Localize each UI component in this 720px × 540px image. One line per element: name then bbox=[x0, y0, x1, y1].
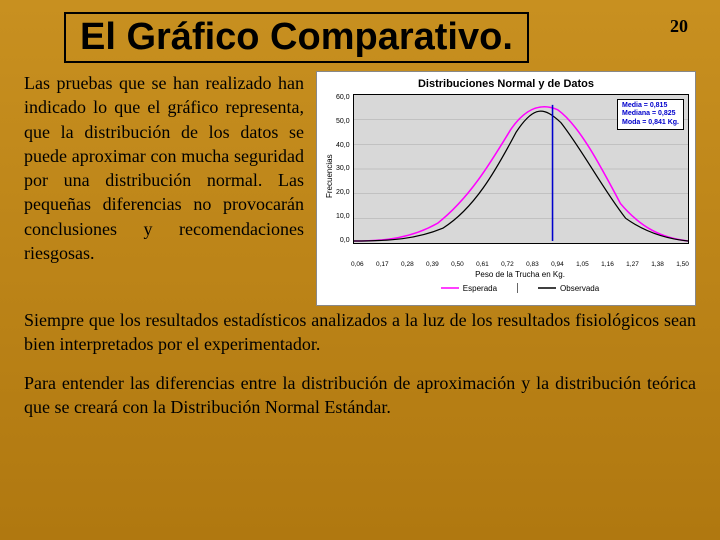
y-ticks: 60,0 50,0 40,0 30,0 20,0 10,0 0,0 bbox=[336, 94, 353, 244]
xtick: 1,27 bbox=[626, 261, 639, 268]
xtick: 0,50 bbox=[451, 261, 464, 268]
left-paragraph: Las pruebas que se han realizado han ind… bbox=[24, 71, 304, 306]
xtick: 0,39 bbox=[426, 261, 439, 268]
xtick: 0,83 bbox=[526, 261, 539, 268]
xtick: 0,94 bbox=[551, 261, 564, 268]
header: El Gráfico Comparativo. 20 bbox=[24, 12, 696, 63]
ytick: 0,0 bbox=[336, 237, 350, 244]
second-paragraph: Para entender las diferencias entre la d… bbox=[24, 371, 696, 420]
ytick: 30,0 bbox=[336, 165, 350, 172]
title-box: El Gráfico Comparativo. bbox=[64, 12, 529, 63]
legend-observada-label: Observada bbox=[560, 284, 599, 293]
x-axis-label: Peso de la Trucha en Kg. bbox=[351, 270, 689, 279]
xtick: 1,38 bbox=[651, 261, 664, 268]
full-paragraph: Siempre que los resultados estadísticos … bbox=[24, 308, 696, 357]
plot: Media = 0,815 Mediana = 0,825 Moda = 0,8… bbox=[353, 94, 689, 244]
x-ticks: 0,06 0,17 0,28 0,39 0,50 0,61 0,72 0,83 … bbox=[351, 261, 689, 268]
stat-median: Mediana = 0,825 bbox=[622, 110, 679, 118]
slide: El Gráfico Comparativo. 20 Las pruebas q… bbox=[0, 0, 720, 540]
stats-box: Media = 0,815 Mediana = 0,825 Moda = 0,8… bbox=[617, 99, 684, 130]
legend-esperada-label: Esperada bbox=[463, 284, 497, 293]
chart-container: Distribuciones Normal y de Datos Frecuen… bbox=[316, 71, 696, 306]
plot-area: Frecuencias 60,0 50,0 40,0 30,0 20,0 10,… bbox=[323, 94, 689, 259]
ytick: 60,0 bbox=[336, 94, 350, 101]
xtick: 1,50 bbox=[676, 261, 689, 268]
xtick: 0,17 bbox=[376, 261, 389, 268]
xtick: 0,28 bbox=[401, 261, 414, 268]
page-number: 20 bbox=[670, 16, 688, 37]
ytick: 20,0 bbox=[336, 189, 350, 196]
ytick: 40,0 bbox=[336, 142, 350, 149]
content-row: Las pruebas que se han realizado han ind… bbox=[24, 71, 696, 306]
legend-observada: Observada bbox=[538, 283, 599, 293]
legend-esperada: Esperada bbox=[441, 283, 497, 293]
xtick: 0,06 bbox=[351, 261, 364, 268]
chart-title: Distribuciones Normal y de Datos bbox=[323, 78, 689, 90]
stat-mode: Moda = 0,841 Kg. bbox=[622, 119, 679, 127]
stat-mean: Media = 0,815 bbox=[622, 102, 679, 110]
legend-esperada-swatch bbox=[441, 284, 459, 292]
xtick: 0,72 bbox=[501, 261, 514, 268]
y-axis-label: Frecuencias bbox=[323, 94, 336, 259]
xtick: 1,16 bbox=[601, 261, 614, 268]
legend-separator bbox=[517, 283, 518, 293]
ytick: 10,0 bbox=[336, 213, 350, 220]
page-title: El Gráfico Comparativo. bbox=[80, 16, 513, 59]
ytick: 50,0 bbox=[336, 118, 350, 125]
xtick: 1,05 bbox=[576, 261, 589, 268]
xtick: 0,61 bbox=[476, 261, 489, 268]
legend: Esperada Observada bbox=[351, 283, 689, 293]
legend-observada-swatch bbox=[538, 284, 556, 292]
